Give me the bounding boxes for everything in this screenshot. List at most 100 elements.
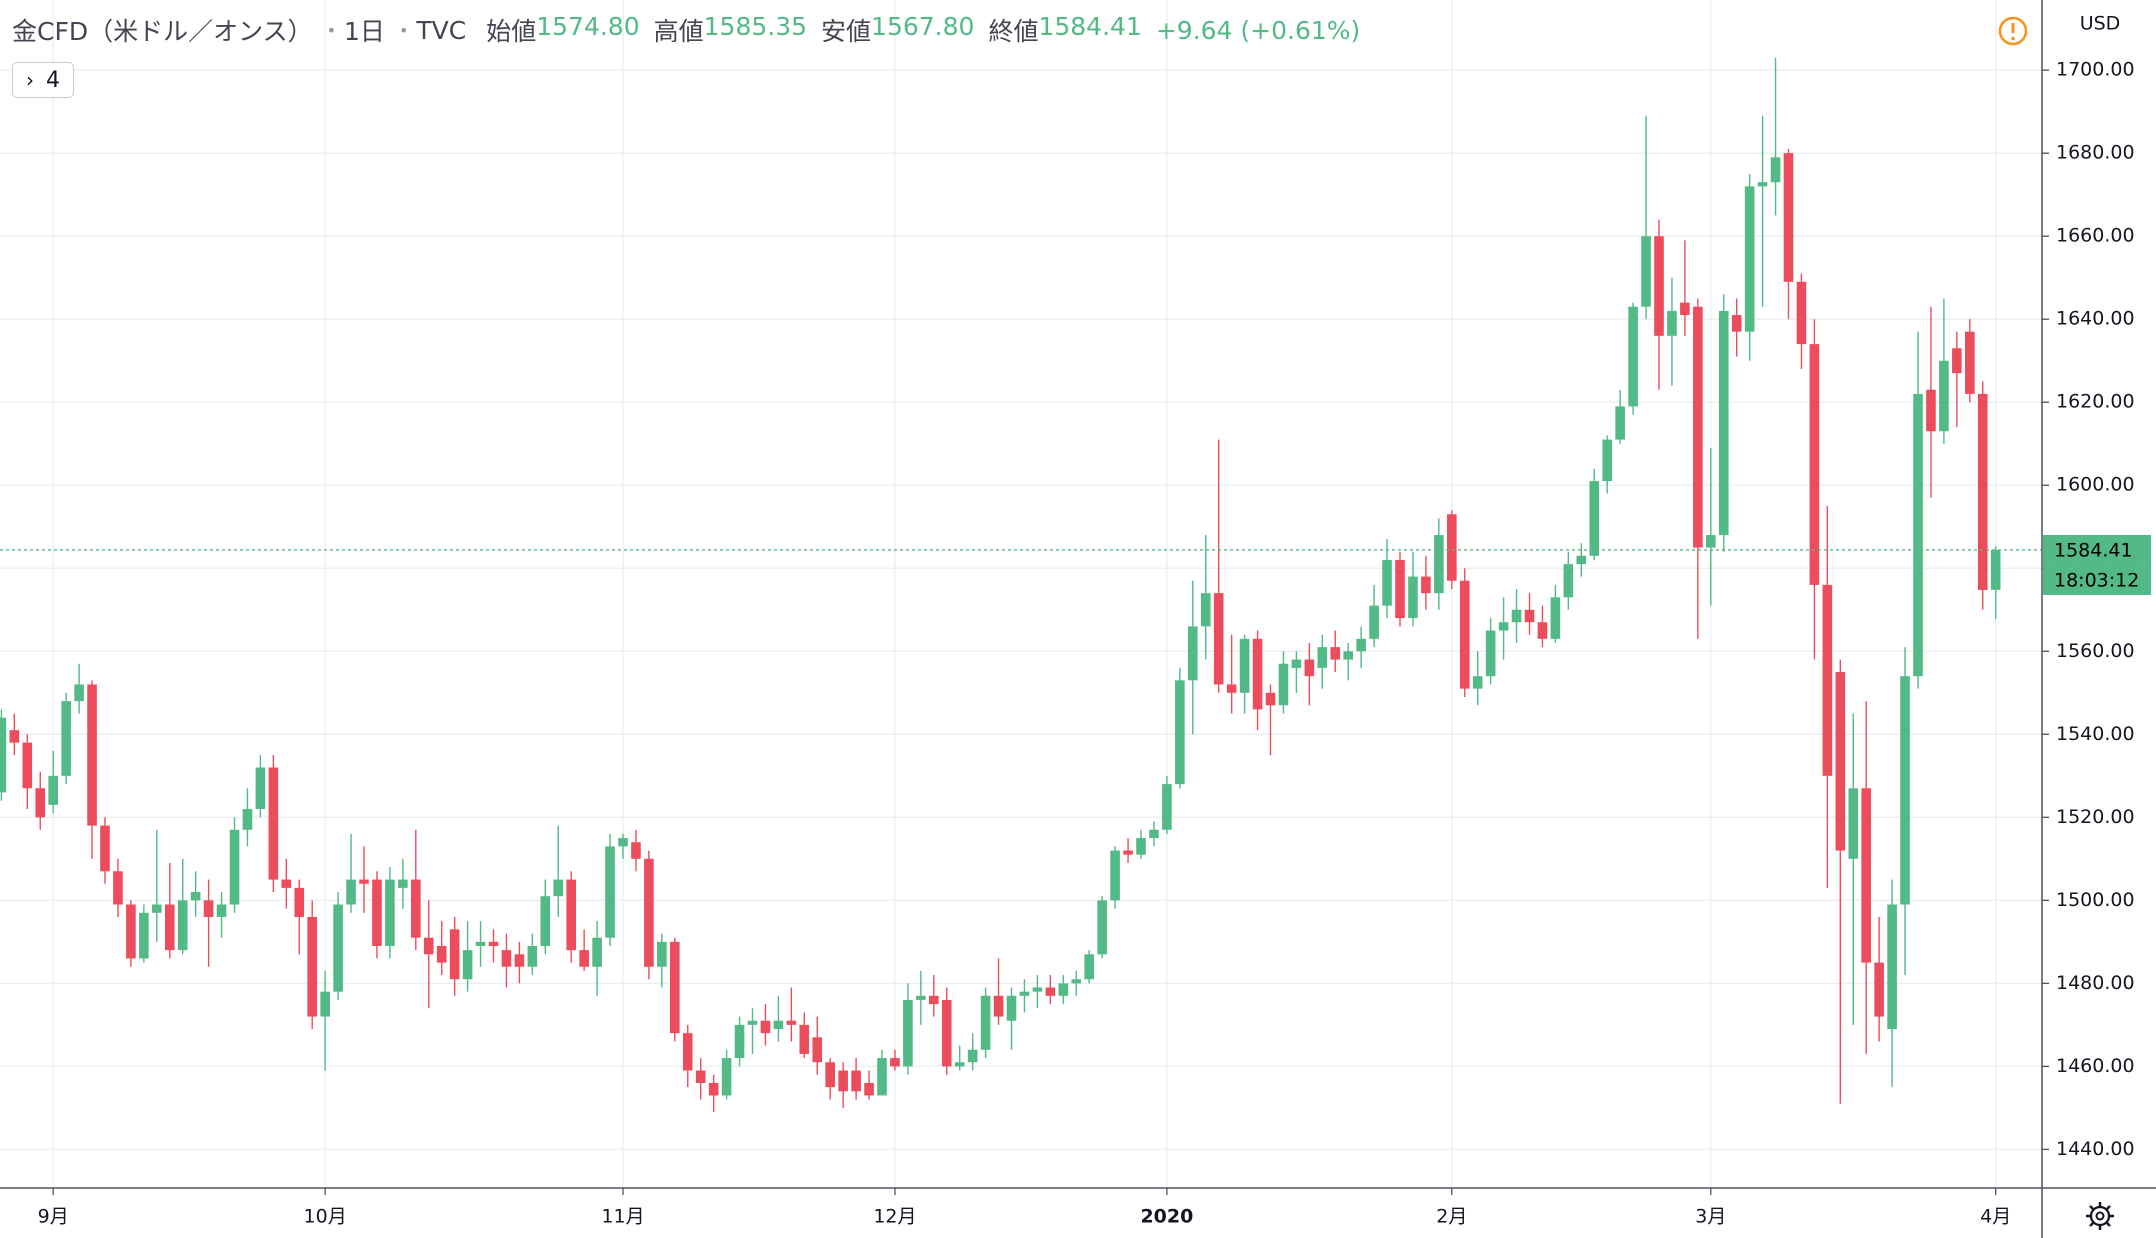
candle-body [74, 684, 84, 702]
candle-body [1939, 360, 1949, 432]
candle-body [22, 742, 33, 789]
x-tick-label: 11月 [601, 1206, 644, 1228]
symbol: 金CFD（米ドル／オンス） [12, 17, 313, 46]
candle-body [1718, 310, 1729, 536]
candle-body [1550, 597, 1561, 639]
legend-label: 高値 [653, 17, 704, 46]
candle-body [1641, 236, 1651, 307]
candle-body [1006, 995, 1017, 1021]
candle-body [294, 887, 305, 917]
candle-body [967, 1049, 978, 1063]
x-tick-label: 4月 [1980, 1206, 2011, 1228]
separator: • [398, 20, 409, 40]
candle-body [436, 946, 447, 963]
candle-body [1654, 236, 1664, 336]
candle-body [1136, 838, 1146, 855]
candle-body [864, 1082, 874, 1096]
candle-body [307, 916, 317, 1017]
candle-body [268, 767, 279, 880]
candle-body [657, 941, 667, 967]
candle-body [1900, 676, 1910, 905]
candle-body [631, 842, 641, 859]
candle-body [941, 999, 952, 1067]
candle-body [346, 879, 356, 905]
y-tick-label: 1500.00 [2056, 889, 2135, 911]
candle-body [644, 858, 654, 967]
grid [0, 0, 2042, 1188]
candle-body [760, 1020, 771, 1034]
candle-body [281, 879, 292, 888]
candle-body [812, 1037, 823, 1063]
candle-body [320, 991, 330, 1017]
candle-body [1265, 692, 1276, 706]
candle-body [1459, 580, 1470, 689]
candle-body [1706, 535, 1716, 548]
candle-body [566, 879, 576, 951]
candle-body [423, 937, 434, 955]
candle-body [1032, 987, 1043, 992]
candle-body [1395, 559, 1405, 619]
candles [0, 57, 2001, 1113]
candle-body [1123, 850, 1133, 855]
candle-body [1783, 153, 1794, 282]
candle-body [1952, 348, 1962, 374]
candle-body [695, 1070, 706, 1083]
candle-body [1447, 514, 1457, 581]
candle-body [708, 1082, 719, 1096]
candle-body [126, 904, 136, 959]
candle-body [954, 1062, 965, 1067]
candle-body [1731, 315, 1742, 332]
y-tick-label: 1480.00 [2056, 972, 2135, 994]
indicator-count: 4 [46, 67, 60, 93]
candle-body [1770, 157, 1781, 183]
candle-body [1252, 638, 1263, 710]
candle-body [579, 950, 589, 967]
candle-body [1356, 638, 1366, 652]
candle-body [721, 1058, 732, 1096]
candle-body [1291, 659, 1302, 668]
candle-body [514, 954, 525, 967]
settings-icon[interactable] [2086, 1202, 2114, 1230]
countdown-box [2043, 564, 2151, 595]
candle-body [1226, 684, 1237, 693]
indicator-toggle[interactable]: › 4 [12, 62, 74, 98]
candle-body [1330, 647, 1341, 660]
candle-body [1628, 306, 1638, 407]
legend-header: 金CFD（米ドル／オンス） • 1日 • TVC 始値 1574.80 高値 1585… [12, 10, 1360, 50]
candle-body [825, 1062, 835, 1088]
candle-body [618, 838, 628, 847]
warning-icon[interactable] [1998, 16, 2028, 46]
candle-body [1965, 331, 1975, 394]
candle-body [1343, 651, 1353, 660]
gear-teeth [2086, 1202, 2114, 1230]
candle-body [462, 950, 473, 980]
candle-body [385, 879, 395, 946]
candle-body [1213, 593, 1224, 685]
candle-body [1058, 983, 1069, 996]
candle-body [203, 900, 214, 917]
exchange: TVC [416, 15, 467, 45]
candle-body [1110, 850, 1120, 901]
candle-body [1084, 954, 1094, 980]
candle-body [747, 1020, 758, 1025]
candle-body [1861, 788, 1871, 963]
candle-body [1045, 987, 1056, 996]
candle-body [1149, 829, 1159, 839]
candle-body [501, 950, 512, 967]
interval[interactable]: 1日 [344, 17, 385, 46]
candle-body [61, 701, 71, 776]
candle-body [1200, 593, 1211, 627]
candle-body [1369, 605, 1379, 639]
candle-body [216, 904, 227, 917]
candle-body [1382, 559, 1392, 606]
candle-body [333, 904, 343, 992]
x-tick-label: 2月 [1436, 1206, 1467, 1228]
candle-body [1848, 788, 1859, 859]
candle-body [139, 912, 149, 959]
candle-body [1537, 622, 1548, 639]
candle-body [1434, 535, 1444, 594]
candle-body [1874, 962, 1884, 1017]
candle-body [670, 941, 680, 1034]
y-tick-label: 1680.00 [2056, 142, 2135, 164]
